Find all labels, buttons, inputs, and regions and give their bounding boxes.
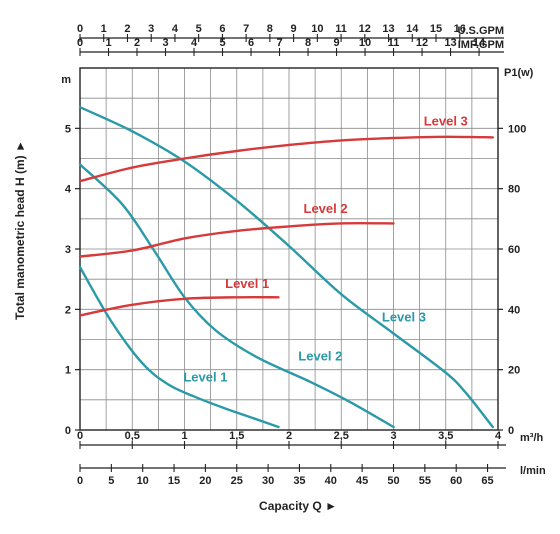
label-head-level-3: Level 3 xyxy=(382,309,426,324)
x-unit-label-lmin: l/min xyxy=(520,465,546,477)
x-tick-label-m3h: 3,5 xyxy=(438,430,453,442)
y-tick-label: 3 xyxy=(65,244,71,256)
x-tick-label-lmin: 60 xyxy=(450,475,462,487)
x-tick-label-usgpm: 3 xyxy=(148,23,154,35)
x-tick-label-usgpm: 5 xyxy=(196,23,202,35)
x-axis-title: Capacity Q ► xyxy=(259,499,337,513)
x-tick-label-lmin: 45 xyxy=(356,475,368,487)
series-head-level-2 xyxy=(78,163,395,429)
x-tick-label-impgpm: 5 xyxy=(219,37,225,49)
y-tick-label: 4 xyxy=(65,184,72,196)
y-tick-label: 0 xyxy=(65,425,71,437)
x-tick-label-lmin: 50 xyxy=(387,475,399,487)
series-power-level-3 xyxy=(78,135,494,183)
x-tick-label-impgpm: 11 xyxy=(388,37,400,49)
series-head-level-3 xyxy=(78,106,494,429)
x-tick-label-lmin: 15 xyxy=(168,475,180,487)
y2-tick-label: 40 xyxy=(508,304,520,316)
x-tick-label-impgpm: 7 xyxy=(276,37,282,49)
x-unit-label-usgpm: U.S.GPM xyxy=(458,25,504,37)
x-tick-label-impgpm: 13 xyxy=(444,37,456,49)
x-tick-label-usgpm: 15 xyxy=(430,23,442,35)
x-unit-label-m3h: m³/h xyxy=(520,432,544,444)
x-tick-label-impgpm: 2 xyxy=(134,37,140,49)
x-tick-label-usgpm: 16 xyxy=(454,23,466,35)
x-tick-label-lmin: 35 xyxy=(293,475,305,487)
x-tick-label-lmin: 5 xyxy=(108,475,114,487)
x-tick-label-m3h: 2 xyxy=(286,430,292,442)
x-tick-label-usgpm: 14 xyxy=(406,23,419,35)
series-power-level-2 xyxy=(78,221,395,258)
y-tick-label: 2 xyxy=(65,304,71,316)
x-tick-label-impgpm: 3 xyxy=(162,37,168,49)
x-tick-label-m3h: 2,5 xyxy=(334,430,349,442)
x-tick-label-impgpm: 10 xyxy=(359,37,371,49)
x-tick-label-usgpm: 0 xyxy=(77,23,83,35)
x-tick-label-impgpm: 14 xyxy=(473,37,486,49)
x-tick-label-lmin: 55 xyxy=(419,475,431,487)
y-tick-label: 5 xyxy=(65,123,71,135)
x-tick-label-usgpm: 2 xyxy=(124,23,130,35)
x-tick-label-usgpm: 6 xyxy=(219,23,225,35)
x-tick-label-lmin: 10 xyxy=(137,475,149,487)
x-tick-label-usgpm: 11 xyxy=(335,23,347,35)
x-tick-label-m3h: 3 xyxy=(390,430,396,442)
y2-tick-label: 80 xyxy=(508,184,520,196)
x-tick-label-lmin: 20 xyxy=(199,475,211,487)
x-tick-label-impgpm: 0 xyxy=(77,37,83,49)
label-power-level-3: Level 3 xyxy=(424,113,468,128)
x-tick-label-impgpm: 4 xyxy=(191,37,198,49)
y-tick-label: 1 xyxy=(65,365,71,377)
x-tick-label-usgpm: 7 xyxy=(243,23,249,35)
x-tick-label-m3h: 1,5 xyxy=(229,430,244,442)
x-tick-label-usgpm: 8 xyxy=(267,23,273,35)
x-tick-label-usgpm: 13 xyxy=(382,23,394,35)
label-head-level-1: Level 1 xyxy=(183,370,227,385)
x-tick-label-impgpm: 6 xyxy=(248,37,254,49)
x-tick-label-usgpm: 1 xyxy=(101,23,107,35)
x-tick-label-m3h: 4 xyxy=(495,430,502,442)
x-tick-label-impgpm: 9 xyxy=(333,37,339,49)
x-tick-label-m3h: 0,5 xyxy=(125,430,140,442)
curve-labels: Level 1 Level 2 Level 3 Level 1 Level 2 Level… xyxy=(183,113,467,384)
x-tick-label-lmin: 65 xyxy=(481,475,493,487)
x-tick-label-m3h: 0 xyxy=(77,430,83,442)
x-tick-label-usgpm: 10 xyxy=(311,23,323,35)
series-power-level-1 xyxy=(78,295,280,317)
y-axis-title: Total manometric head H (m) ► xyxy=(13,140,27,320)
x-tick-label-impgpm: 1 xyxy=(105,37,111,49)
label-head-level-2: Level 2 xyxy=(298,349,342,364)
x-tick-label-lmin: 0 xyxy=(77,475,83,487)
x-tick-label-usgpm: 9 xyxy=(291,23,297,35)
y2-unit-label: P1(w) xyxy=(504,67,534,79)
y2-tick-label: 100 xyxy=(508,123,526,135)
label-power-level-2: Level 2 xyxy=(304,201,348,216)
x-tick-label-lmin: 30 xyxy=(262,475,274,487)
label-power-level-1: Level 1 xyxy=(225,276,269,291)
y-unit-label: m xyxy=(61,74,71,86)
y2-tick-label: 20 xyxy=(508,365,520,377)
series-head-level-1 xyxy=(78,265,280,429)
x-tick-label-usgpm: 12 xyxy=(359,23,371,35)
x-unit-label-impgpm: IMP.GPM xyxy=(458,39,504,51)
curves xyxy=(78,106,494,429)
x-tick-label-lmin: 40 xyxy=(325,475,337,487)
x-tick-label-lmin: 25 xyxy=(231,475,243,487)
x-tick-label-impgpm: 12 xyxy=(416,37,428,49)
x-tick-label-impgpm: 8 xyxy=(305,37,311,49)
y2-tick-label: 60 xyxy=(508,244,520,256)
x-tick-label-usgpm: 4 xyxy=(172,23,179,35)
x-tick-label-m3h: 1 xyxy=(181,430,187,442)
y2-tick-label: 0 xyxy=(508,425,514,437)
